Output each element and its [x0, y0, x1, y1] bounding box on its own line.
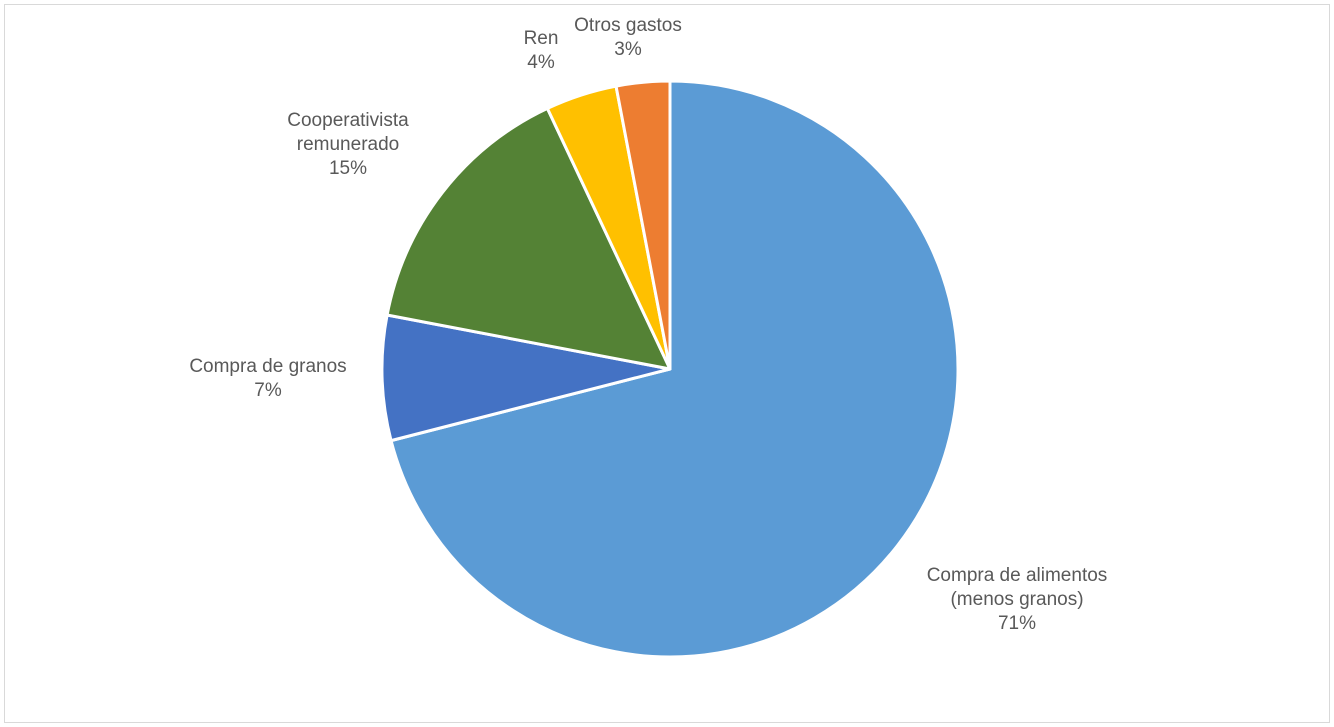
data-label-cooperativista-remunerado: Cooperativista remunerado 15%	[287, 110, 409, 179]
data-label-category: Cooperativista	[287, 110, 409, 131]
data-label-category: (menos granos)	[950, 589, 1083, 610]
slice-otros-gastos	[614, 79, 672, 371]
data-label-percent: 4%	[527, 52, 555, 73]
data-label-category: Otros gastos	[574, 15, 682, 36]
slice-compra-de-granos	[380, 313, 672, 443]
data-label-percent: 15%	[329, 158, 367, 179]
data-label-percent: 3%	[614, 39, 642, 60]
data-label-category: Compra de granos	[189, 356, 346, 377]
data-label-percent: 71%	[998, 613, 1036, 634]
data-labels: Compra de alimentos(menos granos)71%Comp…	[189, 15, 1107, 634]
data-label-renta: Ren 4%	[524, 28, 559, 73]
data-label-category: Compra de alimentos	[927, 565, 1108, 586]
chart-area: Compra de alimentos (menos granos) 71% Comp…	[4, 4, 1330, 723]
slice-compra-de-alimentos-menos-granos	[389, 79, 960, 659]
data-label-otros-gastos: Otros gastos 3%	[574, 15, 682, 60]
data-label-category: remunerado	[297, 134, 399, 155]
data-label-compra-de-alimentos-menos-granos: Compra de alimentos (menos granos) 71%	[927, 565, 1108, 634]
pie-slices	[380, 79, 960, 659]
data-label-percent: 7%	[254, 380, 282, 401]
pie-chart: Compra de alimentos(menos granos)71%Comp…	[189, 15, 1107, 659]
slice-cooperativista-remunerado	[385, 106, 672, 371]
data-label-category: Ren	[524, 28, 559, 49]
data-label-compra-de-granos: Compra de granos 7%	[189, 356, 346, 401]
